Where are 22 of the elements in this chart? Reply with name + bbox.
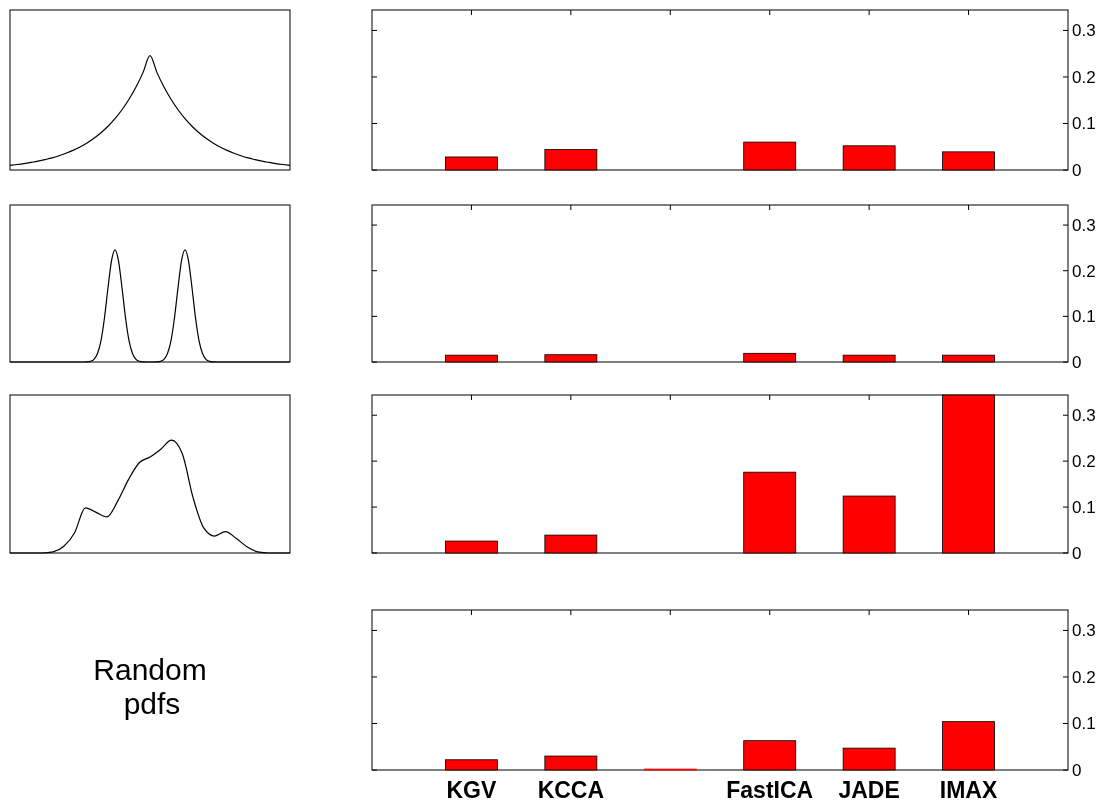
y-tick-label: 0.3: [1072, 621, 1096, 641]
y-tick-label: 0: [1072, 352, 1082, 372]
y-tick-label: 0.3: [1072, 216, 1096, 236]
y-tick-label: 0: [1072, 760, 1082, 780]
x-tick-label: FastICA: [726, 777, 814, 803]
y-tick-label: 0.1: [1072, 114, 1096, 134]
y-tick-label: 0.3: [1072, 406, 1096, 426]
y-tick-label: 0: [1072, 160, 1082, 180]
x-tick-label: IMAX: [939, 777, 998, 803]
text: Random pdfs: [93, 653, 207, 720]
y-tick-label: 0.3: [1072, 21, 1096, 41]
y-tick-label: 0.1: [1072, 307, 1096, 327]
y-tick-label: 0.2: [1072, 667, 1096, 687]
x-tick-label: KCCA: [537, 777, 605, 803]
x-tick-label: JADE: [838, 777, 900, 803]
y-tick-label: 0.1: [1072, 714, 1096, 734]
y-tick-label: 0.2: [1072, 261, 1096, 281]
y-tick-label: 0.1: [1072, 498, 1096, 518]
y-tick-label: 0: [1072, 543, 1082, 563]
x-tick-label: KGV: [446, 777, 498, 803]
y-tick-label: 0.2: [1072, 67, 1096, 87]
y-tick-label: 0.2: [1072, 452, 1096, 472]
